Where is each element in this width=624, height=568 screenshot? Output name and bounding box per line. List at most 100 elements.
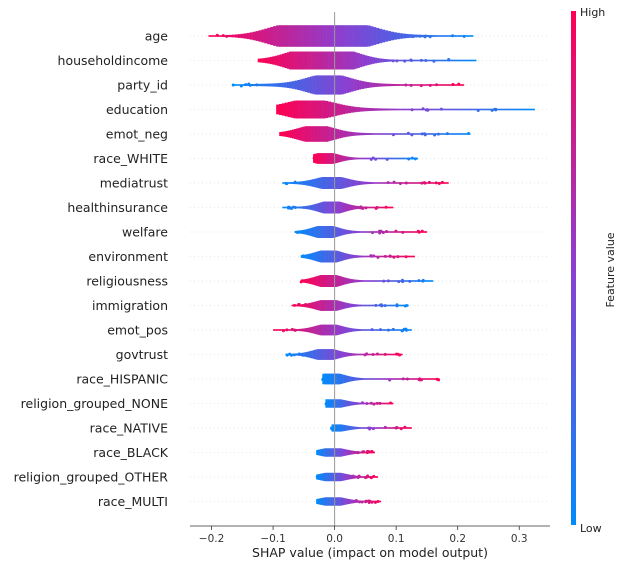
shap-point: [440, 180, 444, 184]
feature-label: healthinsurance: [67, 200, 168, 215]
violin-slice: [388, 108, 392, 111]
shap-point: [401, 230, 405, 234]
violin-slice: [342, 104, 346, 115]
violin-slice: [316, 449, 318, 456]
violin-slice: [322, 300, 325, 311]
violin-slice: [396, 157, 399, 160]
shap-point: [279, 107, 283, 111]
violin-slice: [422, 84, 426, 86]
violin-slice: [393, 231, 395, 233]
violin-slice: [325, 324, 328, 336]
violin-slice: [352, 353, 355, 356]
violin-slice: [414, 378, 417, 380]
violin-slice: [377, 157, 379, 160]
violin-slice: [409, 182, 412, 184]
violin-slice: [315, 51, 319, 70]
violin-slice: [321, 300, 324, 311]
violin-slice: [343, 277, 346, 285]
violin-slice: [301, 51, 305, 70]
violin-slice: [339, 351, 342, 358]
violin-slice: [436, 108, 441, 111]
violin-slice: [459, 133, 462, 135]
shap-point: [413, 157, 417, 161]
violin-slice: [332, 349, 334, 360]
x-tick-label: −0.1: [260, 533, 286, 545]
violin-slice: [290, 25, 295, 47]
violin-slice: [356, 402, 358, 405]
violin-slice: [386, 427, 388, 429]
violin-slice: [386, 255, 389, 258]
violin-slice: [380, 378, 383, 380]
violin-slice: [398, 304, 400, 307]
violin-slice: [357, 255, 360, 258]
violin-slice: [231, 34, 236, 38]
violin-slice: [338, 350, 341, 359]
violin-slice: [395, 157, 398, 160]
shap-point: [358, 206, 362, 210]
violin-slice: [338, 399, 340, 408]
shap-point: [284, 132, 288, 136]
violin-slice: [290, 329, 292, 331]
violin-slice: [336, 448, 338, 457]
violin-slice: [341, 374, 344, 384]
violin-slice: [335, 399, 337, 408]
feature-label: householdincome: [58, 53, 169, 68]
violin-slice: [394, 182, 398, 184]
violin-slice: [378, 206, 380, 209]
violin-slice: [328, 51, 331, 70]
violin-slice: [328, 275, 331, 287]
violin-slice: [379, 255, 381, 258]
violin-slice: [342, 497, 344, 506]
violin-slice: [314, 325, 317, 335]
violin-slice: [330, 399, 332, 408]
violin-slice: [355, 25, 359, 47]
violin-slice: [364, 25, 368, 47]
violin-slice: [366, 427, 368, 429]
violin-slice: [307, 228, 310, 236]
shap-point: [388, 378, 392, 382]
violin-slice: [343, 448, 345, 457]
violin-slice: [325, 448, 327, 457]
violin-slice: [329, 25, 333, 47]
violin-slice: [354, 205, 357, 210]
violin-slice: [409, 427, 411, 429]
violin-slice: [352, 426, 355, 430]
violin-slice: [391, 304, 394, 307]
violin-slice: [410, 329, 412, 331]
violin-slice: [325, 75, 329, 95]
violin-slice: [330, 275, 332, 287]
violin-slice: [407, 231, 410, 233]
shap-point: [321, 450, 325, 454]
violin-slice: [470, 35, 474, 37]
feature-label: party_id: [117, 78, 168, 93]
violin-slice: [253, 83, 257, 87]
violin-slice: [396, 182, 399, 184]
violin-slice: [444, 182, 447, 184]
violin-slice: [456, 59, 460, 62]
violin-slice: [362, 476, 364, 478]
violin-slice: [328, 497, 330, 506]
violin-slice: [383, 133, 386, 135]
violin-slice: [341, 448, 343, 457]
violin-slice: [360, 451, 362, 454]
violin-slice: [422, 59, 426, 62]
violin-slice: [349, 425, 351, 431]
violin-slice: [403, 255, 405, 258]
violin-slice: [370, 378, 372, 380]
violin-slice: [313, 226, 316, 238]
violin-slice: [339, 472, 341, 482]
violin-slice: [359, 157, 362, 160]
shap-point: [288, 352, 292, 356]
violin-slice: [312, 277, 315, 285]
violin-slice: [453, 84, 457, 86]
violin-slice: [337, 154, 339, 163]
violin-slice: [394, 84, 398, 86]
violin-slice: [455, 35, 459, 37]
violin-race_WHITE: [312, 153, 418, 164]
violin-slice: [322, 201, 325, 214]
violin-slice: [255, 31, 259, 41]
violin-slice: [397, 231, 400, 233]
violin-slice: [309, 205, 311, 210]
violin-slice: [405, 33, 409, 39]
violin-slice: [354, 230, 357, 234]
